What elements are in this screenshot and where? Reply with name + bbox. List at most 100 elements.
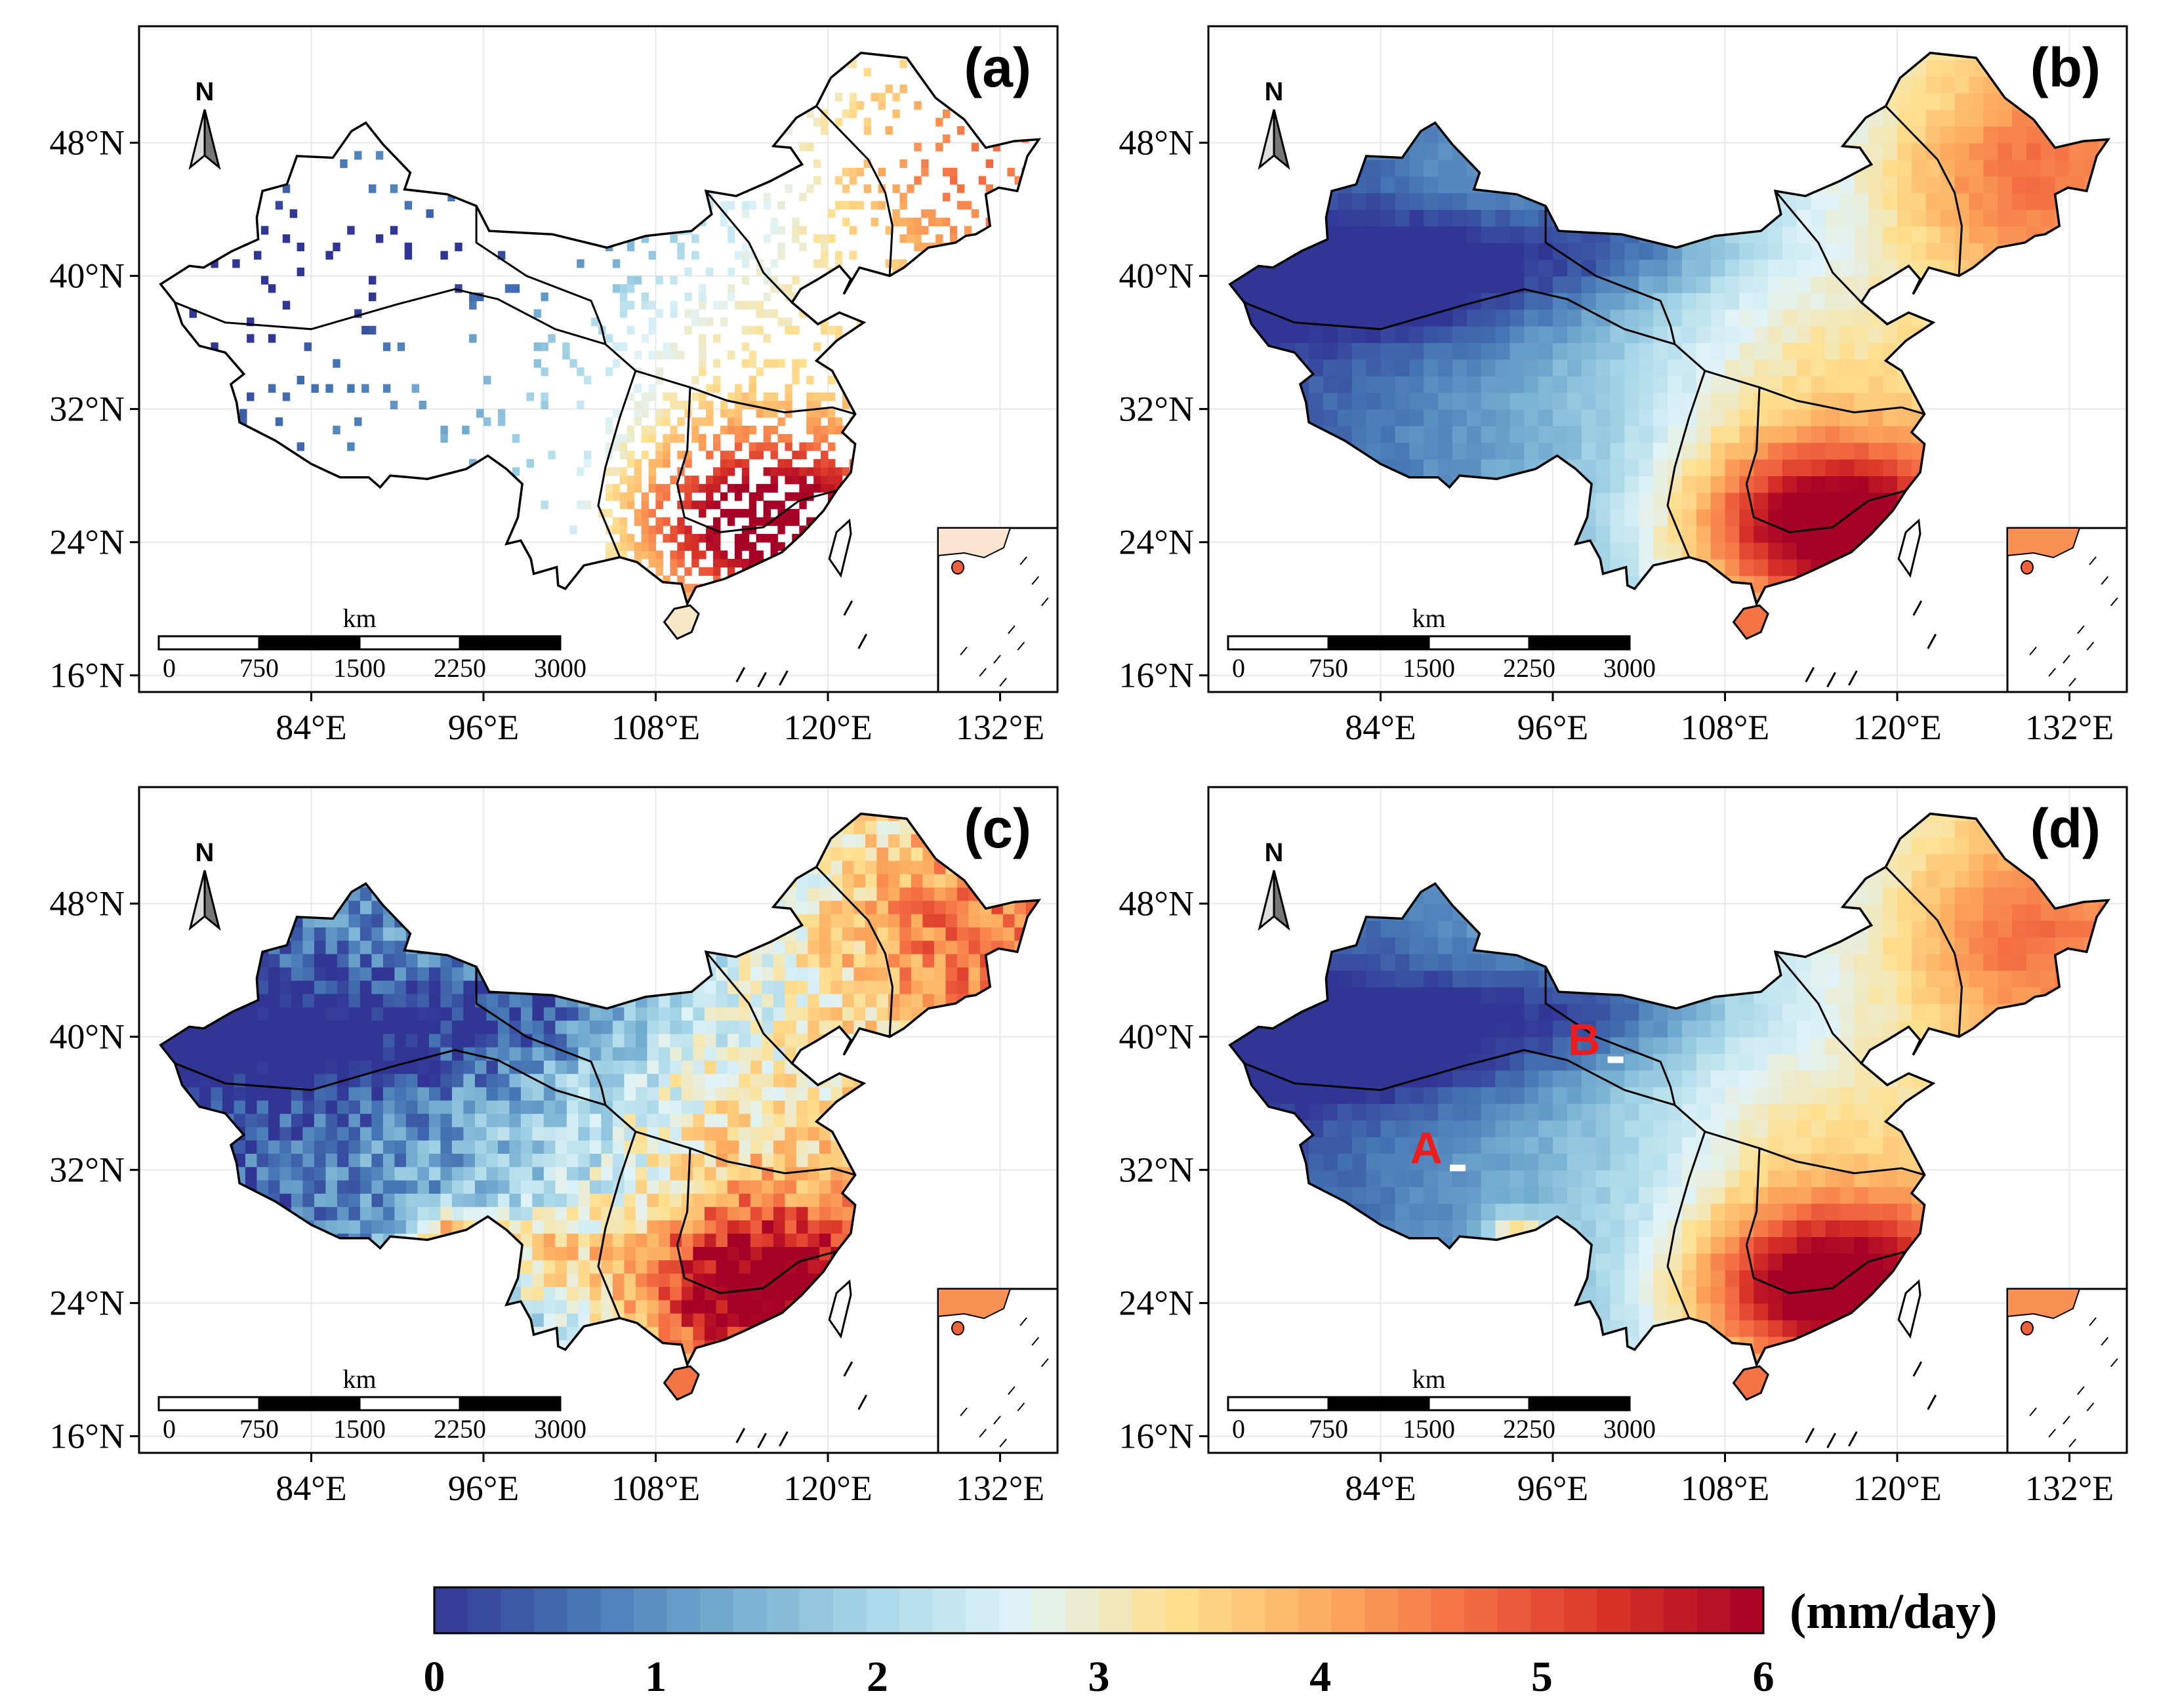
region-boundary — [1745, 387, 1906, 533]
colorbar-swatch — [633, 1587, 668, 1633]
colorbar-swatch — [1564, 1587, 1598, 1633]
region-boundary — [1244, 288, 1925, 415]
colorbar-swatch — [600, 1587, 634, 1633]
scale-tick-label: 1500 — [1403, 1414, 1455, 1444]
lon-tick-label: 96°E — [448, 1469, 520, 1508]
south-china-sea-inset — [2006, 527, 2128, 693]
region-boundary — [1244, 1049, 1925, 1176]
scale-tick-label: 3000 — [534, 653, 586, 683]
lon-tick-label: 132°E — [956, 708, 1045, 747]
scale-tick-label: 2250 — [1503, 1414, 1555, 1444]
colorbar-swatch — [667, 1587, 701, 1633]
lat-tick-label: 32°N — [49, 1150, 125, 1190]
south-china-sea-inset — [937, 1288, 1059, 1454]
scale-tick-label: 750 — [1309, 1414, 1348, 1444]
lat-tick-label: 32°N — [1119, 1150, 1194, 1190]
colorbar-tick-label: 3 — [1088, 1653, 1110, 1701]
lon-tick-label: 132°E — [2025, 1469, 2114, 1508]
scale-tick-label: 3000 — [1603, 1414, 1656, 1444]
region-boundary — [705, 951, 793, 1065]
scale-tick-label: 750 — [239, 1414, 279, 1444]
scale-tick-label: 3000 — [534, 1414, 586, 1444]
lat-tick-label: 24°N — [49, 523, 125, 562]
lon-tick-label: 96°E — [1517, 708, 1589, 747]
site-label-b: B — [1568, 1015, 1600, 1065]
taiwan-island — [828, 518, 852, 579]
colorbar-swatch — [866, 1587, 900, 1633]
site-marker-b — [1607, 1056, 1624, 1063]
colorbar-swatch — [1664, 1587, 1698, 1633]
scale-tick-label: 0 — [1232, 653, 1245, 683]
scale-unit: km — [342, 1364, 376, 1394]
map-frame-bg — [139, 26, 1058, 692]
north-label: N — [1265, 838, 1284, 867]
island-dash — [757, 1433, 767, 1448]
colorbar-swatch — [1431, 1587, 1465, 1633]
map-panel-a: 48°N 40°N 32°N 24°N 16°N 84°E 96°E 108°E 120°E 13… — [49, 25, 1059, 747]
scale-tick-label: 0 — [1232, 1414, 1245, 1444]
region-boundary — [1544, 967, 1676, 1106]
lon-tick-label: 108°E — [1681, 1469, 1770, 1508]
lat-tick-label: 16°N — [1119, 1417, 1194, 1456]
colorbar-swatch — [1265, 1587, 1299, 1633]
scale-tick-label: 0 — [163, 653, 176, 683]
scale-tick-label: 750 — [1309, 653, 1348, 683]
region-boundary — [1666, 1131, 1706, 1319]
site-label-a: A — [1410, 1124, 1442, 1173]
region-boundary — [1774, 190, 1862, 304]
colorbar-swatch — [501, 1587, 535, 1633]
region-boundary — [475, 967, 607, 1106]
colorbar-swatch — [733, 1587, 768, 1633]
china-border — [1228, 812, 2111, 1368]
region-boundary — [676, 387, 837, 533]
region-boundary — [1885, 105, 1963, 276]
island-dash — [857, 634, 868, 649]
scale-segment — [258, 635, 361, 651]
lat-tick-label: 48°N — [1119, 884, 1194, 924]
colorbar-swatch — [1530, 1587, 1565, 1633]
lon-tick-label: 132°E — [2025, 708, 2114, 747]
colorbar-swatch — [567, 1587, 601, 1633]
colorbar-tick-label: 2 — [867, 1653, 888, 1701]
scale-segment — [1227, 1396, 1330, 1412]
lat-tick-label: 40°N — [1119, 256, 1194, 296]
lat-tick-label: 40°N — [49, 256, 125, 296]
colorbar-swatch — [434, 1587, 468, 1633]
colorbar-swatch — [1331, 1587, 1365, 1633]
colorbar-tick-label: 6 — [1753, 1653, 1775, 1701]
colorbar-swatch — [1032, 1587, 1066, 1633]
scale-bar: km 0 750 1500 2250 3000 — [157, 1364, 586, 1444]
lon-tick-label: 96°E — [448, 708, 520, 747]
lon-tick-label: 108°E — [611, 1469, 701, 1508]
colorbar-frame — [433, 1586, 1765, 1635]
island-dash — [1912, 600, 1923, 616]
scale-tick-label: 0 — [163, 1414, 176, 1444]
map-frame — [1207, 25, 2128, 693]
scale-segment — [358, 635, 461, 651]
panel-label: (b) — [2030, 37, 2101, 98]
island-dash — [1805, 1427, 1815, 1444]
island-dash — [735, 1427, 746, 1444]
panels: 48°N 40°N 32°N 24°N 16°N 84°E 96°E 108°E 120°E 13… — [49, 25, 2128, 1508]
colorbar-swatch — [1132, 1587, 1166, 1633]
region-boundary — [597, 370, 637, 558]
lat-tick-label: 32°N — [49, 390, 125, 429]
scale-segment — [459, 1396, 562, 1412]
colorbar-unit-label: (mm/day) — [1790, 1584, 1998, 1639]
lat-tick-label: 48°N — [49, 884, 125, 924]
china-border — [159, 51, 1042, 607]
hainan-island — [1732, 604, 1769, 640]
colorbar-swatch — [800, 1587, 834, 1633]
north-arrow-icon — [1258, 870, 1290, 931]
scale-segment — [1327, 635, 1430, 651]
north-arrow-icon — [188, 870, 221, 931]
colorbar-swatch — [1497, 1587, 1532, 1633]
island-dash — [1826, 1433, 1836, 1448]
lat-tick-label: 40°N — [1119, 1017, 1194, 1057]
scale-tick-label: 1500 — [333, 1414, 386, 1444]
colorbar-swatch — [1365, 1587, 1399, 1633]
colorbar-swatch — [1630, 1587, 1664, 1633]
colorbar-swatch — [1730, 1587, 1764, 1633]
colorbar-swatch — [1065, 1587, 1099, 1633]
north-label: N — [195, 838, 215, 867]
